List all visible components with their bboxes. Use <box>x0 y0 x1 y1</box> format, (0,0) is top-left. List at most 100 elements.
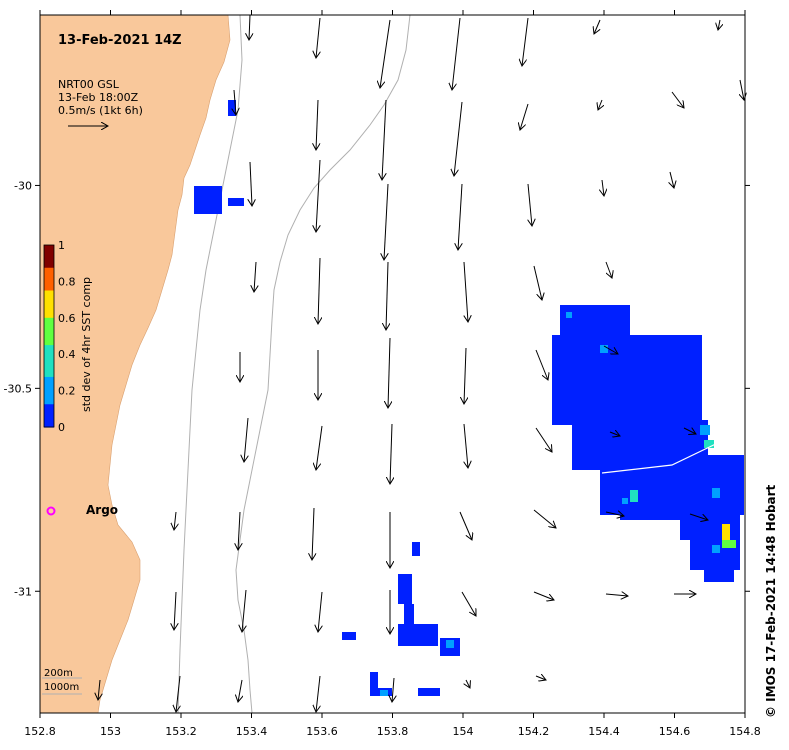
colorbar-segment <box>44 304 54 310</box>
current-vector <box>98 679 100 700</box>
legend-scale: 0.5m/s (1kt 6h) <box>58 104 143 117</box>
sst-block <box>404 604 414 624</box>
map-title: 13-Feb-2021 14Z <box>58 33 182 48</box>
colorbar-segment <box>44 272 54 278</box>
colorbar-tick-label: 0.8 <box>58 275 76 288</box>
colorbar-segment <box>44 254 54 260</box>
current-vector <box>533 509 556 528</box>
argo-float-marker <box>46 506 56 516</box>
current-vector <box>316 99 318 150</box>
depth-label-200: 200m <box>44 668 73 679</box>
current-vector <box>594 19 601 34</box>
colorbar-segment <box>44 317 54 323</box>
current-vector <box>249 14 250 40</box>
sst-block <box>342 632 356 640</box>
x-tick-label: 153.2 <box>165 725 197 738</box>
contour-200m <box>177 14 243 714</box>
current-vector <box>605 261 612 278</box>
track-line <box>601 439 725 474</box>
current-vector <box>671 91 684 108</box>
colorbar-frame <box>43 244 55 428</box>
sst-block <box>194 186 222 214</box>
depth-label-1000: 1000m <box>44 682 80 693</box>
sst-pixel <box>722 524 730 540</box>
current-vector <box>244 417 248 462</box>
current-vector <box>318 257 320 324</box>
y-tick-label: -30.5 <box>4 382 32 395</box>
legend-time: 13-Feb 18:00Z <box>58 91 139 104</box>
colorbar-segment <box>44 390 54 396</box>
colorbar-segment <box>44 290 54 296</box>
current-vector <box>312 507 314 560</box>
sst-pixel <box>630 490 638 502</box>
current-vector <box>458 183 463 250</box>
sst-block <box>398 574 412 604</box>
current-vector <box>718 19 720 30</box>
x-tick-label: 152.8 <box>24 725 56 738</box>
x-tick-label: 154.8 <box>729 725 761 738</box>
colorbar-segment <box>44 349 54 355</box>
colorbar-segment <box>44 322 54 328</box>
current-vector <box>670 171 674 188</box>
colorbar-segment <box>44 413 54 419</box>
colorbar-segment <box>44 408 54 414</box>
colorbar-segment <box>44 285 54 292</box>
current-vector <box>602 179 604 196</box>
x-tick-label: 153.4 <box>236 725 268 738</box>
sst-pixel <box>704 440 714 448</box>
credit-text: © IMOS 17-Feb-2021 14:48 Hobart <box>764 484 778 718</box>
colorbar-segment <box>44 417 54 424</box>
current-vector <box>242 589 246 632</box>
current-vector <box>535 349 548 380</box>
current-vector <box>533 265 542 300</box>
colorbar-segment <box>44 308 54 314</box>
current-vector <box>382 99 387 180</box>
x-tick-label: 154 <box>453 725 474 738</box>
colorbar-segment <box>44 249 54 255</box>
current-vector <box>316 17 320 58</box>
x-tick-label: 154.6 <box>659 725 691 738</box>
colorbar-segment <box>44 295 54 301</box>
current-vector <box>598 99 602 110</box>
sst-pixel <box>646 405 654 413</box>
current-vector <box>605 594 628 596</box>
colorbar-segment <box>44 263 54 269</box>
land-mass <box>39 14 231 714</box>
colorbar-segment <box>44 358 54 364</box>
colorbar-segment <box>44 422 54 428</box>
colorbar-segment <box>44 354 54 360</box>
current-vector <box>316 159 321 232</box>
sst-pixel <box>690 536 698 544</box>
colorbar-segment <box>44 404 54 410</box>
current-vector <box>689 513 708 520</box>
sst-block <box>418 688 440 696</box>
x-tick-label: 153.8 <box>377 725 409 738</box>
colorbar-segment <box>44 340 54 346</box>
current-vector <box>238 511 240 550</box>
current-vector <box>176 675 180 712</box>
x-tick-label: 154.4 <box>588 725 620 738</box>
current-vector <box>392 677 394 702</box>
current-vector <box>464 347 466 404</box>
colorbar-segment <box>44 258 54 264</box>
sst-pixel <box>712 488 720 498</box>
x-tick-label: 154.2 <box>518 725 550 738</box>
current-vector <box>461 591 476 616</box>
colorbar-segment <box>44 386 54 392</box>
current-vector <box>384 183 389 260</box>
colorbar-segment <box>44 336 54 342</box>
colorbar-tick-label: 0 <box>58 421 65 434</box>
current-vector <box>535 427 552 452</box>
colorbar-segment <box>44 395 54 401</box>
current-vector <box>250 161 252 206</box>
sst-block <box>704 560 734 582</box>
current-vector <box>522 17 529 66</box>
current-vector <box>316 675 320 712</box>
colorbar-segment <box>44 313 54 319</box>
colorbar-segment <box>44 245 54 251</box>
current-vector <box>520 103 529 130</box>
colorbar-segment <box>44 372 54 378</box>
current-vector <box>386 261 388 330</box>
legend-source: NRT00 GSL <box>58 78 119 91</box>
sst-pixel <box>622 498 628 504</box>
